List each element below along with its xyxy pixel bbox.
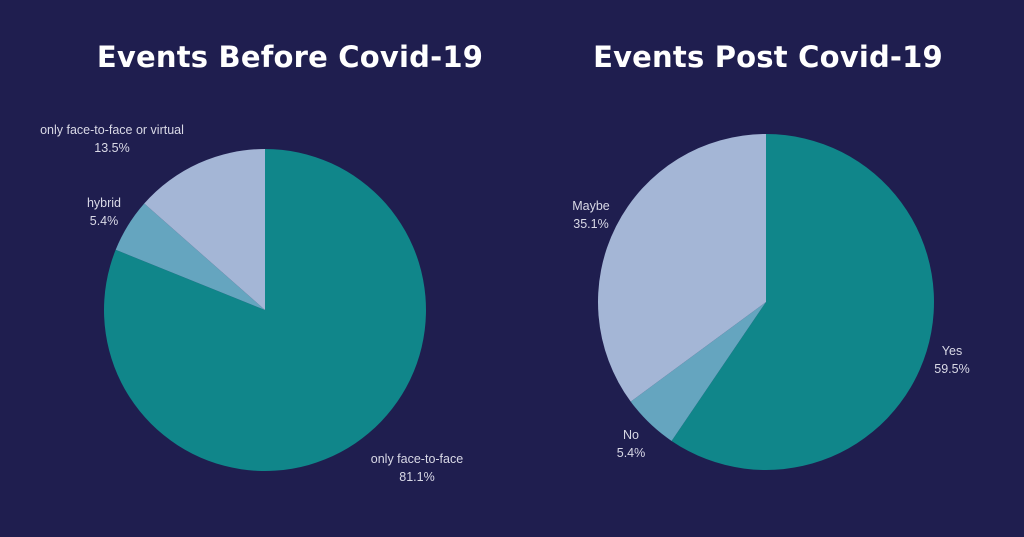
pie-slice-yes: [671, 134, 934, 471]
slice-label-value: 13.5%: [94, 141, 129, 155]
slice-label-value: 59.5%: [934, 362, 969, 376]
slice-label-name: Yes: [942, 344, 962, 358]
slice-label-no: No 5.4%: [617, 428, 646, 460]
chart-title-post-covid: Events Post Covid-19: [593, 40, 943, 74]
chart-title-before-covid: Events Before Covid-19: [96, 40, 484, 74]
slice-label-only-face-to-face-or-virtual: only face-to-face or virtual 13.5%: [40, 123, 184, 155]
slice-label-value: 5.4%: [90, 214, 119, 228]
pie-slice-only-face-to-face-or-virtual: [144, 149, 265, 310]
slice-label-name: Maybe: [572, 199, 610, 213]
pie-slice-no: [630, 302, 766, 441]
pie-slice-only-face-to-face: [103, 149, 426, 471]
slice-label-yes: Yes 59.5%: [934, 344, 969, 376]
slice-label-hybrid: hybrid 5.4%: [87, 196, 121, 228]
slice-label-only-face-to-face: only face-to-face 81.1%: [371, 452, 463, 484]
slice-label-value: 81.1%: [399, 470, 434, 484]
slice-label-value: 35.1%: [573, 217, 608, 231]
slice-label-name: No: [623, 428, 639, 442]
pie-slice-maybe: [598, 134, 766, 402]
slice-label-maybe: Maybe 35.1%: [572, 199, 610, 231]
slice-label-name: only face-to-face: [371, 452, 463, 466]
slice-label-name: only face-to-face or virtual: [40, 123, 184, 137]
slice-label-value: 5.4%: [617, 446, 646, 460]
pie-slice-hybrid: [115, 203, 266, 310]
slice-label-name: hybrid: [87, 196, 121, 210]
